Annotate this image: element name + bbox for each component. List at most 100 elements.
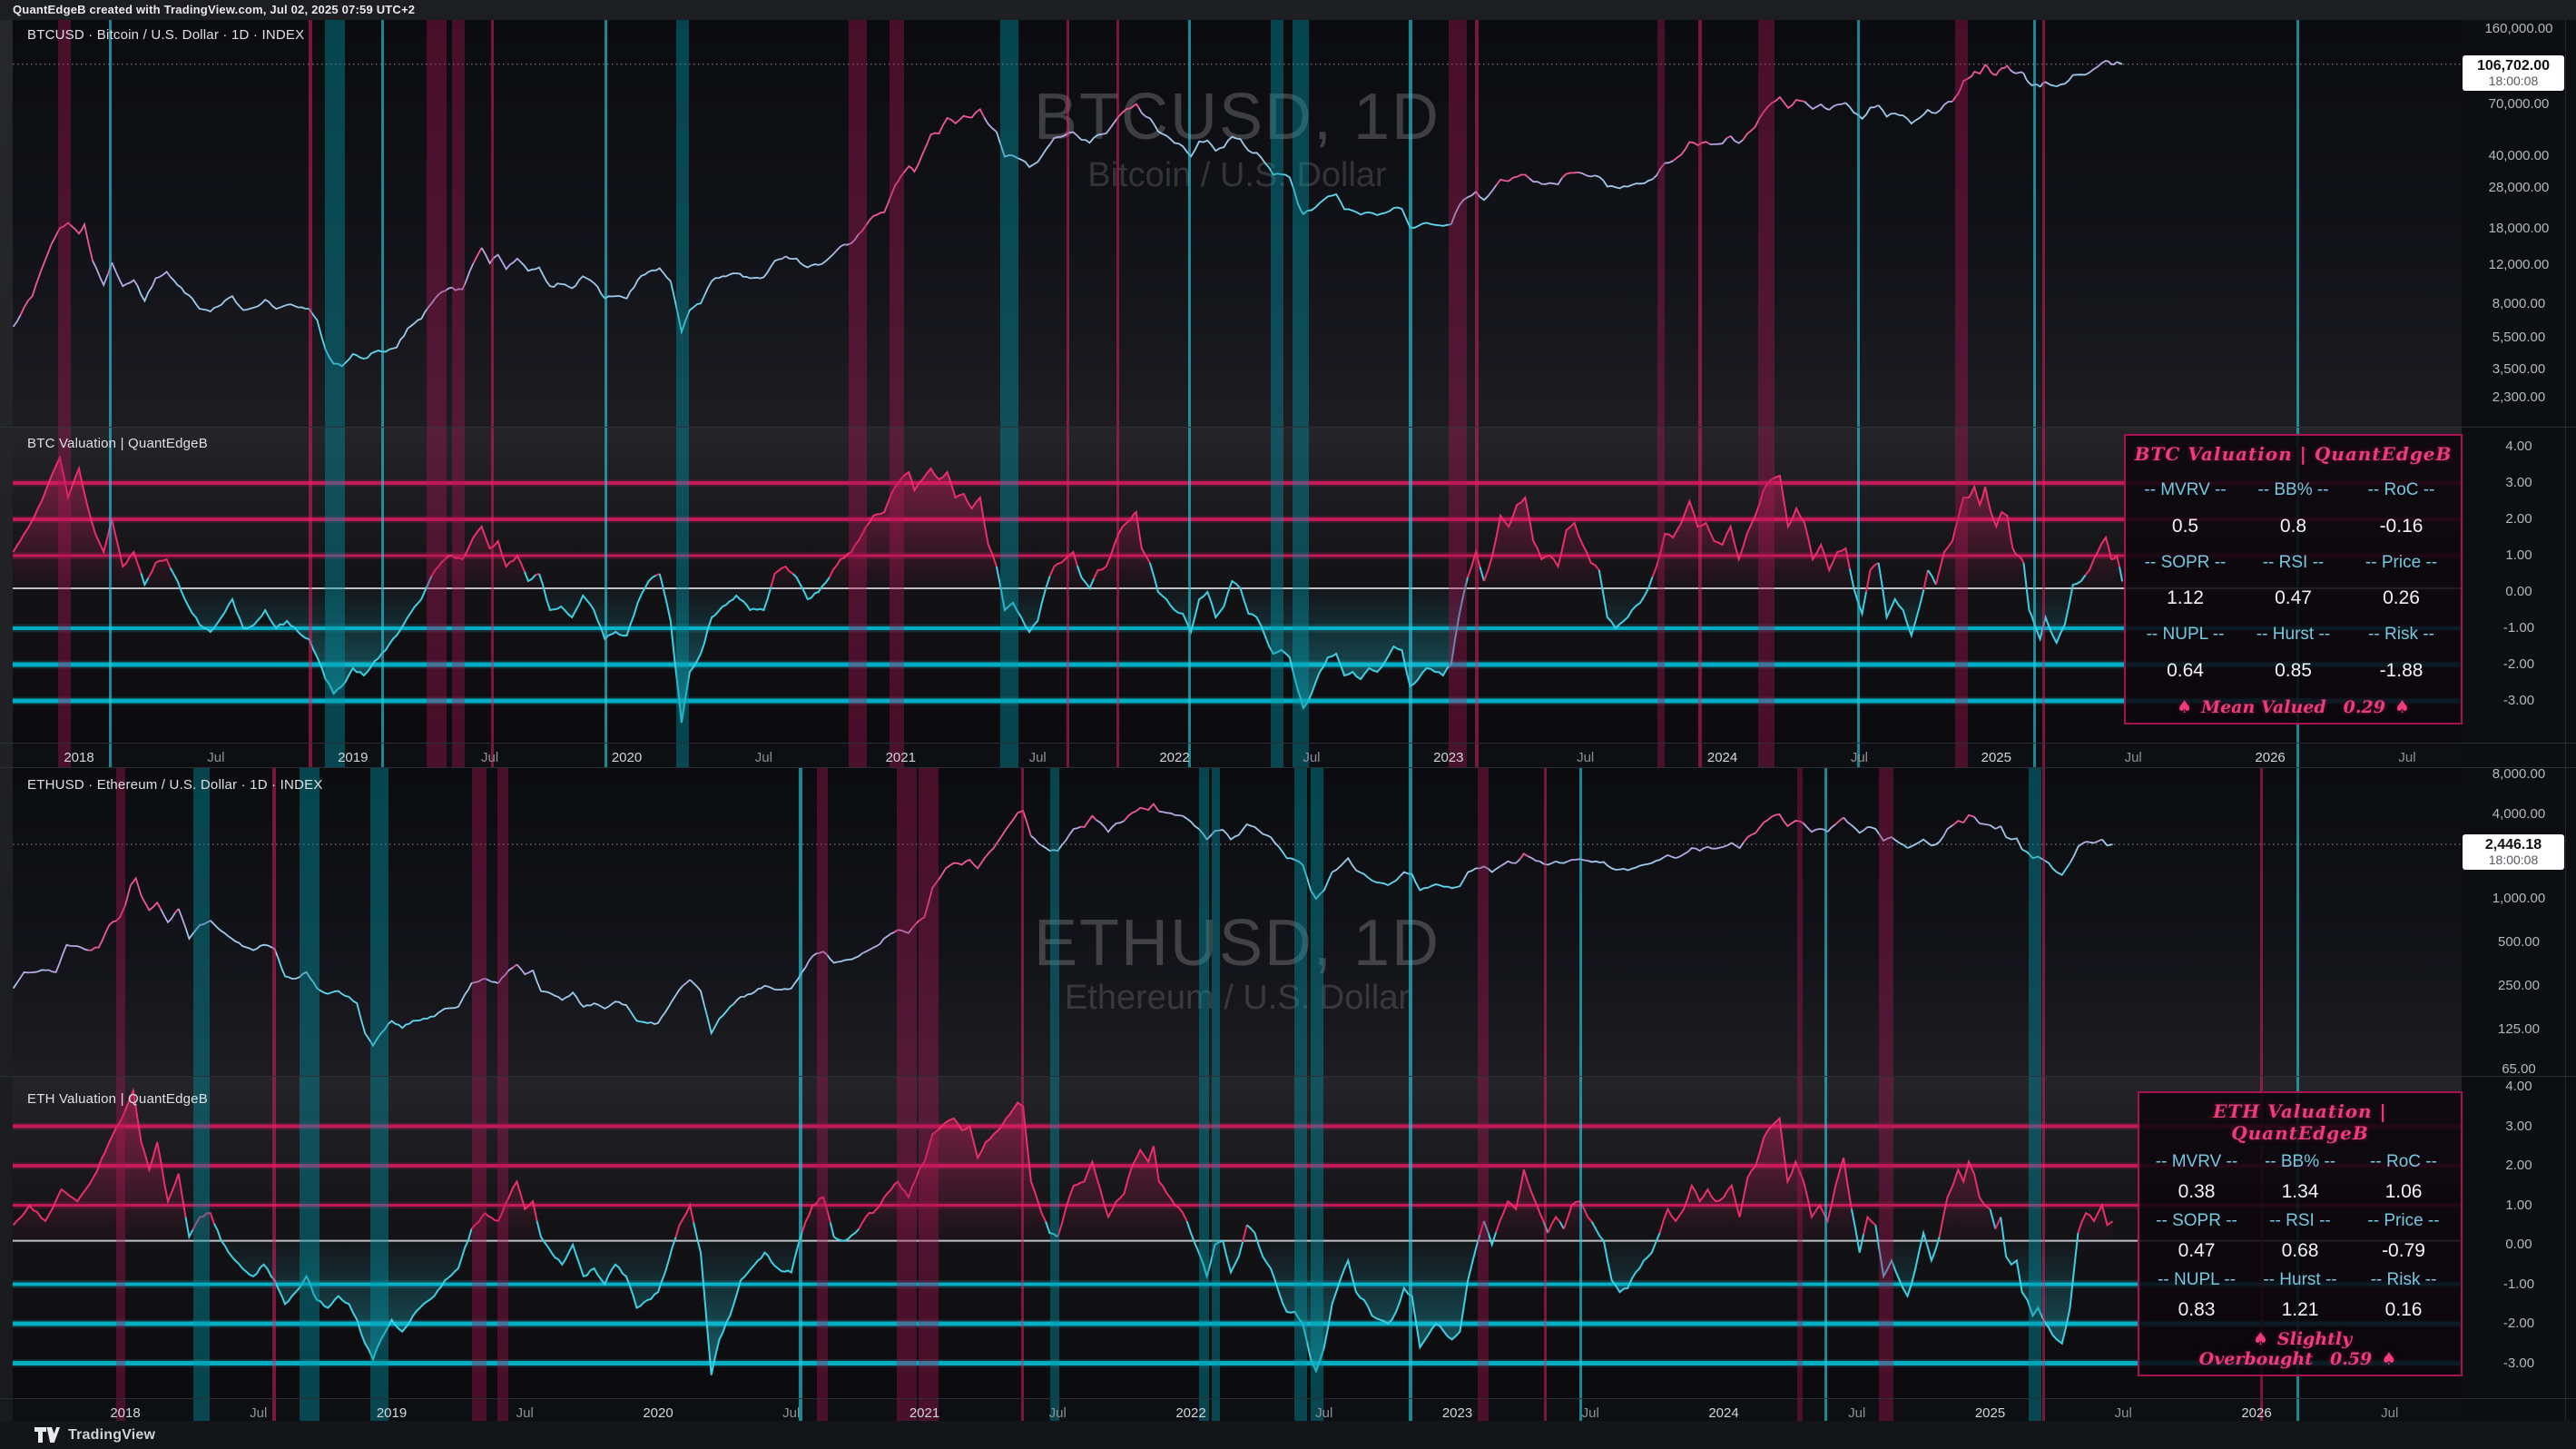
- eth-valuation-legend[interactable]: ETH Valuation | QuantEdgeB: [27, 1091, 208, 1107]
- price-series: [1651, 167, 1662, 181]
- eth-symbol-legend[interactable]: ETHUSD · Ethereum / U.S. Dollar · 1D · I…: [27, 777, 323, 793]
- time-axis-label: Jul: [1848, 1405, 1866, 1421]
- price-series: [1843, 816, 1853, 826]
- valuation-series: [1658, 1116, 1853, 1234]
- signal-band-teal: [300, 767, 320, 1421]
- btc-valuation-legend[interactable]: BTC Valuation | QuantEdgeB: [27, 436, 208, 451]
- metric-label: -- NUPL --: [2146, 625, 2225, 645]
- eth-valuation-panel[interactable]: [13, 1076, 2462, 1398]
- chart-canvas[interactable]: [0, 20, 2576, 1421]
- time-axis-label: Jul: [2398, 750, 2416, 765]
- price-series: [1803, 823, 1824, 833]
- valuation-series: [1877, 562, 1925, 639]
- signal-band-crimson: [1449, 20, 1467, 767]
- signal-band-teal: [370, 767, 388, 1421]
- valuation-axis-label: -2.00: [2502, 656, 2535, 672]
- time-axis-label: 2024: [1706, 750, 1738, 765]
- eth-countdown: 18:00:08: [2488, 853, 2539, 867]
- price-series: [288, 971, 315, 983]
- valuation-series: [1482, 1220, 1498, 1248]
- metric-label: -- Price --: [2367, 1211, 2440, 1231]
- valuation-series: [536, 1220, 677, 1310]
- time-axis-label: 2021: [885, 750, 916, 765]
- metric-value: 0.16: [2384, 1298, 2423, 1320]
- signal-band-teal: [2029, 767, 2041, 1421]
- valuation-axis-label: 1.00: [2505, 1197, 2532, 1213]
- spade-icon: ♠: [2381, 1349, 2397, 1369]
- signal-band-teal: [605, 20, 607, 767]
- metric-value: 0.26: [2383, 587, 2420, 609]
- valuation-series: [1938, 1158, 1991, 1237]
- valuation-axis-label: 0.00: [2505, 584, 2532, 599]
- signal-band-crimson: [1475, 20, 1479, 767]
- eth-valuation-table: ETH Valuation | QuantEdgeB -- MVRV -- -- …: [2138, 1091, 2463, 1376]
- valuation-series: [2119, 567, 2124, 582]
- price-series: [1499, 858, 1521, 868]
- valuation-series: [1483, 495, 1600, 582]
- valuation-axis-label: -3.00: [2502, 1355, 2535, 1371]
- valuation-series: [2077, 1202, 2114, 1234]
- valuation-series: [1076, 565, 1095, 591]
- price-series: [804, 951, 828, 969]
- price-series: [983, 116, 998, 133]
- eth-price-panel[interactable]: [13, 767, 2462, 1076]
- price-series: [532, 970, 631, 1011]
- btc-symbol-legend[interactable]: BTCUSD · Bitcoin / U.S. Dollar · 1D · IN…: [27, 27, 305, 43]
- time-axis-label: 2022: [1159, 750, 1190, 765]
- tradingview-brand[interactable]: TradingView: [68, 1426, 156, 1443]
- signal-band-crimson: [452, 20, 465, 767]
- time-axis-label: Jul: [481, 750, 499, 765]
- price-series: [1834, 816, 1844, 825]
- valuation-series: [1994, 1217, 2002, 1230]
- metric-label: -- RSI --: [2269, 1211, 2331, 1231]
- signal-band-teal: [381, 20, 384, 767]
- metric-label: -- RoC --: [2370, 1152, 2437, 1172]
- valuation-series: [470, 1178, 538, 1230]
- metric-value: 1.06: [2384, 1180, 2423, 1202]
- time-axis-label: Jul: [2381, 1405, 2399, 1421]
- btc-price-panel[interactable]: [13, 20, 2462, 427]
- price-series: [1117, 103, 1140, 118]
- metric-label: -- BB% --: [2257, 479, 2329, 499]
- valuation-series: [1048, 550, 1078, 577]
- valuation-series: [1590, 1221, 1661, 1294]
- price-series: [1824, 107, 1830, 111]
- valuation-zero-line: [13, 1239, 2462, 1242]
- signal-band-crimson: [849, 20, 867, 767]
- price-series: [520, 261, 603, 295]
- metric-label: -- SOPR --: [2144, 552, 2227, 572]
- time-axis-label: Jul: [1303, 750, 1321, 765]
- price-series: [13, 982, 18, 990]
- price-axis-label: 160,000.00: [2484, 21, 2553, 36]
- price-axis-label: 250.00: [2498, 978, 2540, 993]
- metric-value: 0.85: [2275, 660, 2312, 682]
- valuation-series: [523, 571, 536, 583]
- price-axis-label: 8,000.00: [2492, 296, 2546, 311]
- price-series: [832, 233, 860, 255]
- price-series: [1158, 810, 1184, 817]
- price-axis-label: 500.00: [2498, 934, 2540, 950]
- signal-band-teal: [1409, 767, 1412, 1421]
- price-series: [1939, 101, 1953, 111]
- price-series: [781, 255, 787, 260]
- tradingview-logo-icon[interactable]: [34, 1427, 60, 1443]
- price-series: [2116, 61, 2123, 65]
- panel-separator: [0, 743, 2576, 744]
- metric-value: 1.34: [2281, 1180, 2319, 1202]
- valuation-series: [169, 567, 433, 695]
- signal-band-crimson: [272, 767, 276, 1421]
- time-axis-label: 2026: [2255, 750, 2286, 765]
- price-series: [1495, 173, 1530, 186]
- signal-band-teal: [1294, 767, 1307, 1421]
- valuation-axis-label: 0.00: [2505, 1237, 2532, 1252]
- price-series: [1048, 131, 1078, 145]
- valuation-series: [12, 1087, 187, 1226]
- valuation-series: [430, 525, 526, 577]
- price-series: [2069, 843, 2083, 864]
- signal-band-teal: [1000, 20, 1018, 767]
- price-series: [600, 293, 606, 300]
- price-scale-column[interactable]: [2462, 20, 2576, 1421]
- price-series: [703, 258, 782, 297]
- valuation-level-line: [13, 1204, 2462, 1207]
- valuation-series: [801, 1196, 831, 1234]
